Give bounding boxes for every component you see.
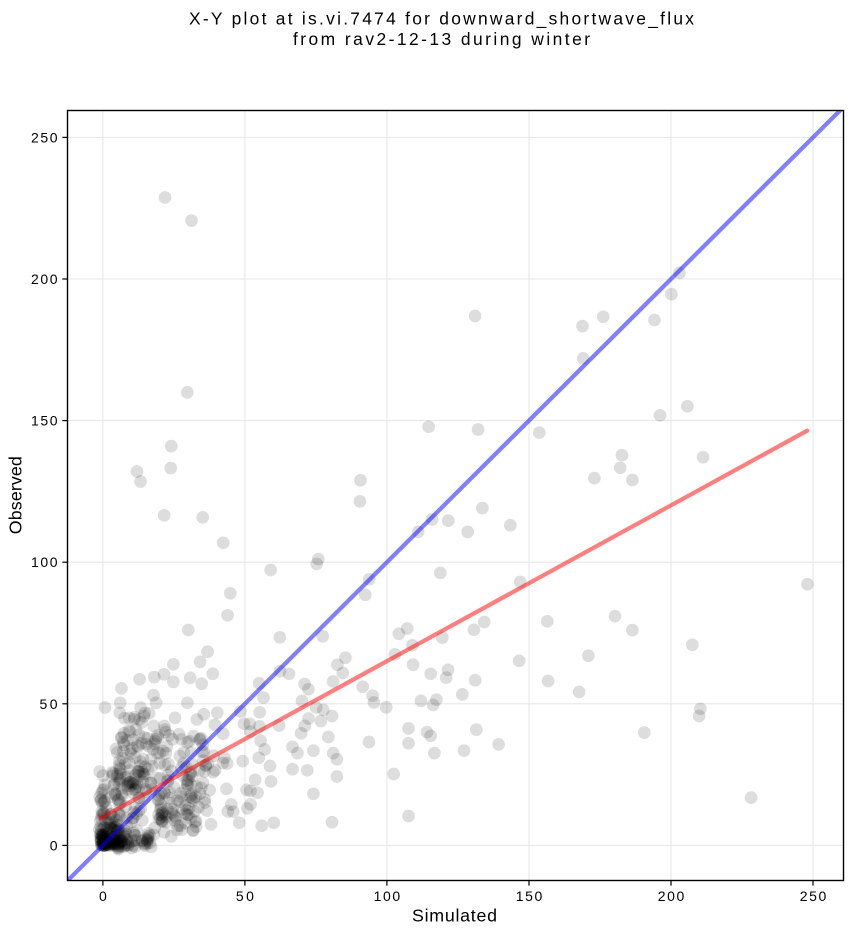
svg-text:100: 100 [31,554,58,570]
svg-text:250: 250 [800,888,827,904]
svg-text:250: 250 [31,129,58,145]
svg-text:Observed: Observed [5,456,25,534]
svg-text:0: 0 [99,888,107,904]
svg-text:150: 150 [31,413,58,429]
svg-text:from rav2-12-13 during winter: from rav2-12-13 during winter [293,29,590,49]
svg-text:100: 100 [374,888,401,904]
svg-text:200: 200 [658,888,685,904]
svg-text:Simulated: Simulated [412,905,497,925]
svg-text:200: 200 [31,271,58,287]
svg-text:X-Y plot at is.vi.7474 for dow: X-Y plot at is.vi.7474 for downward_shor… [189,9,694,29]
svg-text:150: 150 [516,888,543,904]
svg-text:0: 0 [50,837,58,853]
